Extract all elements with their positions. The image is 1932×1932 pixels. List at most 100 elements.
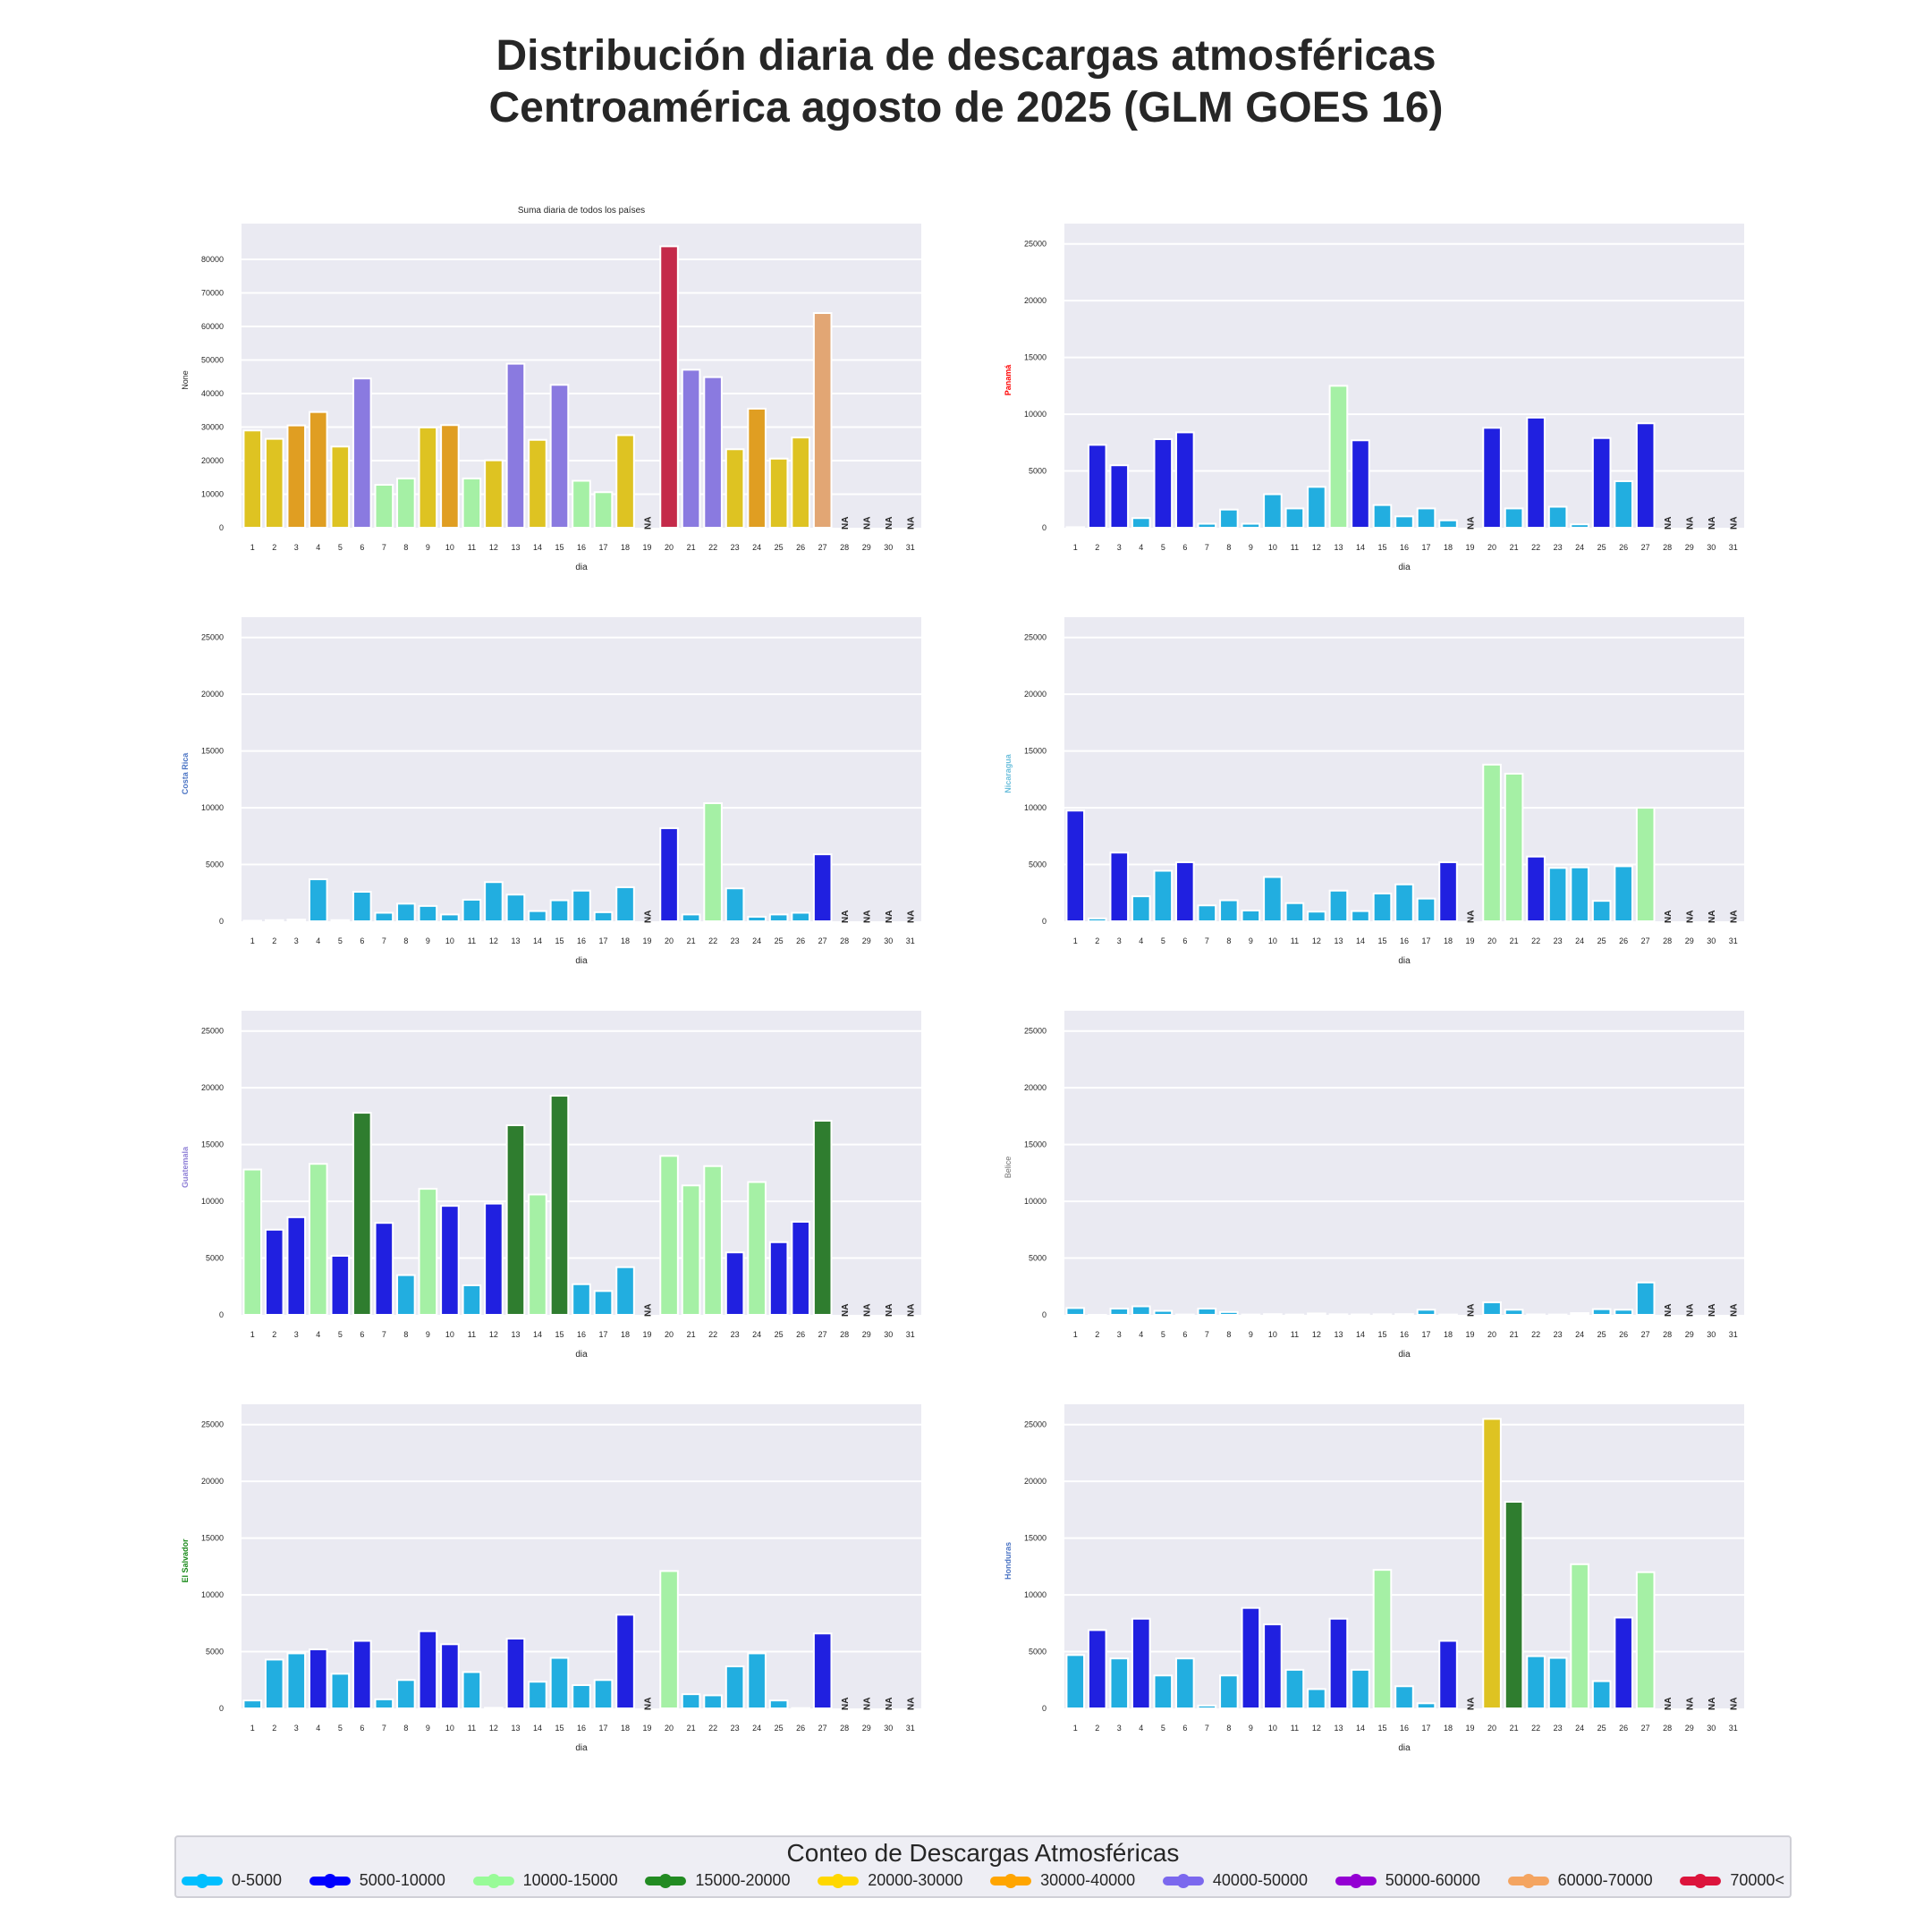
x-tick-label: 30 [1707, 1330, 1716, 1339]
x-tick-label: 23 [1554, 1330, 1563, 1339]
bar [264, 1658, 284, 1709]
bar [1438, 519, 1458, 529]
chart-title: Suma diaria de todos los países [518, 206, 645, 216]
chart-panel-total: 0 10000 20000 30000 40000 50000 60000 70000 8000… [181, 206, 921, 572]
x-tick-label: 20 [1487, 1330, 1496, 1339]
x-tick-label: 19 [643, 1724, 652, 1733]
y-tick-label: 10000 [201, 803, 224, 812]
x-tick-label: 14 [1356, 1330, 1365, 1339]
bar [264, 1228, 284, 1316]
x-tick-label: 3 [294, 1330, 299, 1339]
bar [484, 459, 504, 529]
bar [1614, 1309, 1633, 1316]
x-tick-label: 1 [250, 543, 255, 552]
x-tick-label: 18 [621, 1330, 630, 1339]
x-tick-label: 8 [403, 1724, 408, 1733]
y-tick-label: 25000 [201, 1027, 224, 1036]
x-tick-label: 15 [1377, 543, 1386, 552]
x-tick-label: 16 [1400, 543, 1409, 552]
y-tick-label: 50000 [201, 356, 224, 365]
x-tick-label: 28 [840, 936, 849, 945]
bar [724, 448, 745, 529]
x-tick-label: 1 [1073, 1724, 1078, 1733]
x-tick-label: 22 [1531, 1724, 1540, 1733]
x-tick-label: 1 [1073, 1330, 1078, 1339]
bar [791, 1707, 810, 1710]
y-tick-label: 5000 [1029, 1254, 1046, 1263]
x-tick-label: 25 [1597, 1330, 1606, 1339]
bar [1526, 855, 1546, 922]
x-tick-label: 27 [1641, 1330, 1650, 1339]
bar [549, 1657, 570, 1709]
bar [352, 377, 372, 529]
bar [330, 919, 351, 923]
bar [528, 910, 547, 923]
x-tick-label: 31 [1729, 1330, 1738, 1339]
bar [1175, 431, 1195, 529]
na-label: NA [1730, 517, 1740, 530]
x-axis-label: dia [575, 563, 588, 572]
legend-label: 5000-10000 [359, 1871, 445, 1889]
bar [1547, 1657, 1568, 1709]
figure-title: Distribución diaria de descargas atmosfé… [0, 30, 1932, 134]
x-tick-label: 3 [1117, 1724, 1122, 1733]
x-tick-label: 25 [775, 1724, 784, 1733]
x-tick-label: 28 [840, 1724, 849, 1733]
x-tick-label: 4 [316, 543, 320, 552]
legend-swatch [645, 1873, 687, 1888]
x-tick-label: 29 [1685, 1724, 1694, 1733]
x-tick-label: 15 [1377, 1724, 1386, 1733]
legend-item: 20000-30000 [818, 1871, 962, 1890]
bar [1438, 1640, 1458, 1710]
x-tick-label: 2 [272, 543, 276, 552]
bar [440, 1205, 460, 1316]
x-tick-label: 30 [1707, 936, 1716, 945]
x-tick-label: 8 [403, 543, 408, 552]
legend: Conteo de Descargas Atmosféricas 0-5000 … [174, 1835, 1792, 1898]
x-tick-label: 18 [1444, 1724, 1453, 1733]
y-tick-label: 15000 [201, 747, 224, 756]
legend-label: 10000-15000 [522, 1871, 618, 1889]
bar [615, 434, 635, 529]
x-tick-label: 21 [1510, 1724, 1519, 1733]
x-tick-label: 31 [906, 543, 915, 552]
y-tick-label: 10000 [201, 490, 224, 499]
x-tick-label: 14 [533, 936, 542, 945]
x-tick-label: 5 [338, 1330, 343, 1339]
x-tick-label: 11 [468, 1330, 476, 1339]
y-tick-label: 70000 [201, 289, 224, 298]
x-tick-label: 9 [426, 1724, 430, 1733]
x-tick-label: 24 [1575, 543, 1584, 552]
x-tick-label: 15 [555, 1330, 564, 1339]
bar [309, 411, 328, 529]
x-tick-label: 29 [862, 1724, 871, 1733]
x-tick-label: 20 [665, 543, 674, 552]
bar [1263, 1623, 1283, 1710]
bar [330, 445, 351, 529]
x-tick-label: 10 [1268, 936, 1277, 945]
legend-swatch [472, 1873, 514, 1888]
bar [1372, 1313, 1393, 1317]
y-axis-label: None [181, 370, 190, 390]
x-tick-label: 22 [708, 936, 717, 945]
x-tick-label: 19 [1466, 1330, 1475, 1339]
na-label: NA [1686, 517, 1696, 530]
legend-label: 40000-50000 [1212, 1871, 1309, 1889]
x-tick-label: 22 [708, 543, 717, 552]
bar [1263, 493, 1283, 529]
bar [1482, 427, 1502, 529]
x-tick-label: 8 [1226, 543, 1231, 552]
x-tick-label: 4 [316, 936, 320, 945]
x-tick-label: 9 [1249, 1330, 1253, 1339]
bar [1614, 1616, 1633, 1710]
x-tick-label: 29 [1685, 543, 1694, 552]
y-tick-label: 20000 [201, 456, 224, 465]
bar [681, 913, 701, 922]
na-label: NA [1730, 1304, 1740, 1317]
legend-item: 15000-20000 [645, 1871, 791, 1890]
bar [1570, 1563, 1589, 1709]
na-label: NA [863, 1698, 873, 1710]
x-tick-label: 4 [1139, 1330, 1143, 1339]
bar [1526, 1655, 1546, 1710]
figure-title-line1: Distribución diaria de descargas atmosfé… [496, 32, 1436, 80]
